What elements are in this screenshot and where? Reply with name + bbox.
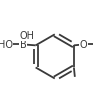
Text: HO: HO bbox=[0, 40, 13, 50]
Text: OH: OH bbox=[20, 31, 35, 41]
Text: O: O bbox=[80, 40, 88, 50]
Text: B: B bbox=[20, 40, 27, 50]
